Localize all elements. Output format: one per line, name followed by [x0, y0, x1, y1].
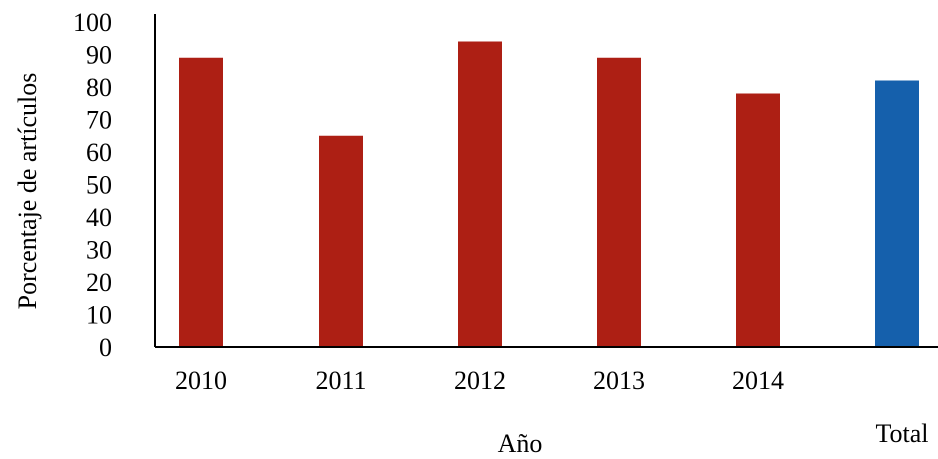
y-tick-label: 60: [86, 138, 112, 167]
bar-2011: [319, 135, 363, 347]
y-tick-label: 80: [86, 73, 112, 102]
y-tick-label: 50: [86, 171, 112, 200]
y-tick-label: 90: [86, 41, 112, 70]
y-tick-label: 20: [86, 268, 112, 297]
x-tick-label-2014: 2014: [732, 366, 784, 395]
bar-2012: [458, 41, 502, 347]
bars-group: [179, 41, 919, 347]
x-tick-label-2013: 2013: [593, 366, 645, 395]
bar-2013: [597, 57, 641, 347]
x-tick-label-2010: 2010: [175, 366, 227, 395]
y-tick-label: 0: [99, 333, 112, 362]
y-tick-label: 70: [86, 106, 112, 135]
x-tick-label-2011: 2011: [315, 366, 366, 395]
x-axis-title: Año: [498, 429, 543, 458]
y-tick-label: 40: [86, 203, 112, 232]
x-tick-labels: 2010 2011 2012 2013 2014 Total: [175, 366, 929, 448]
y-tick-label: 10: [86, 301, 112, 330]
y-tick-label: 30: [86, 236, 112, 265]
bar-2010: [179, 57, 223, 347]
x-tick-label-total: Total: [875, 419, 928, 448]
x-tick-label-2012: 2012: [454, 366, 506, 395]
bar-2014: [736, 93, 780, 347]
bar-total: [875, 80, 919, 347]
y-tick-label: 100: [73, 8, 112, 37]
y-tick-labels: 0 10 20 30 40 50 60 70 80 90 100: [73, 8, 112, 362]
y-axis-title: Porcentaje de artículos: [13, 73, 42, 310]
